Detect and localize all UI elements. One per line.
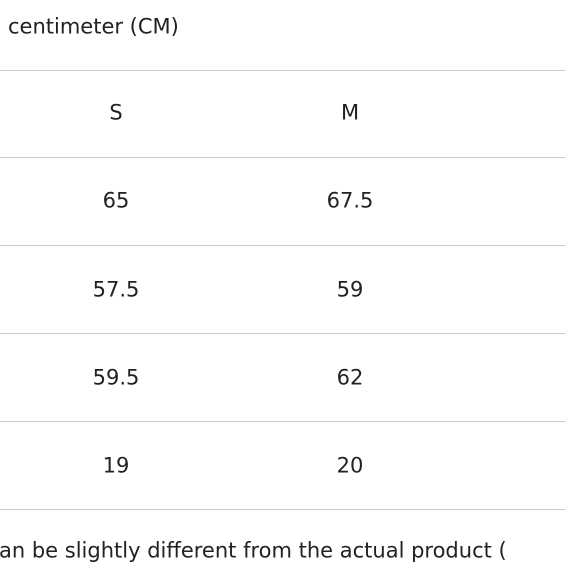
table-cell: 57.5 (92, 277, 140, 302)
row-divider (0, 157, 565, 158)
row-divider (0, 421, 565, 422)
row-divider (0, 70, 565, 71)
table-cell: 20 (336, 453, 364, 478)
footer-note: an be slightly different from the actual… (0, 538, 507, 563)
table-cell: 67.5 (326, 188, 374, 213)
table-cell: 19 (102, 453, 130, 478)
table-cell: 62 (336, 365, 364, 390)
column-header: S (109, 100, 123, 125)
table-cell: 59.5 (92, 365, 140, 390)
column-header: M (340, 100, 360, 125)
row-divider (0, 333, 565, 334)
table-cell: 65 (102, 188, 130, 213)
row-divider (0, 245, 565, 246)
unit-title: centimeter (CM) (8, 14, 179, 39)
table-cell: 59 (336, 277, 364, 302)
row-divider (0, 509, 565, 510)
